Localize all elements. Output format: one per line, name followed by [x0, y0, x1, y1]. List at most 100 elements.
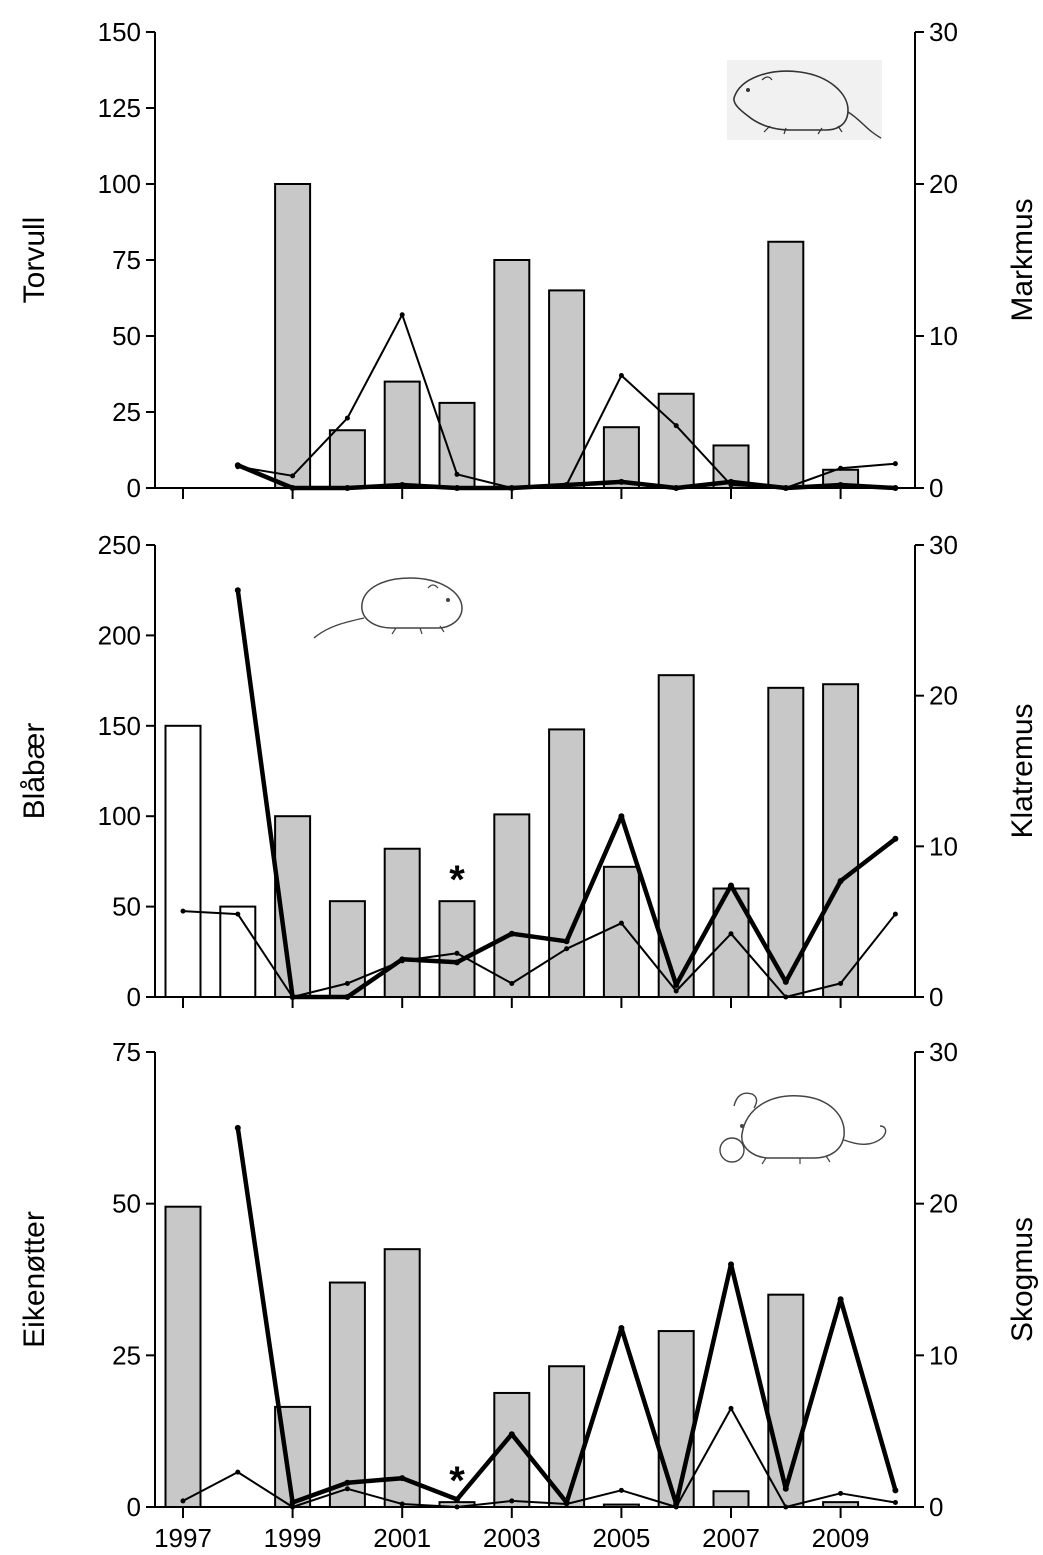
thick-point-2001: [399, 1475, 406, 1482]
thick-point-1998: [234, 587, 241, 594]
thin-point-2001: [399, 312, 405, 318]
bar-1997: [164, 1205, 202, 1508]
bar-2000: [328, 429, 366, 489]
x-tick-label: 2005: [592, 1523, 650, 1553]
significance-asterisk: *: [449, 1459, 465, 1503]
bar-2004: [548, 1365, 586, 1508]
bar-2005: [602, 426, 640, 490]
left-tick-label: 250: [98, 530, 141, 560]
thin-point-2004: [564, 946, 570, 952]
thin-point-2000: [344, 980, 350, 986]
x-tick-label: 2001: [373, 1523, 431, 1553]
left-axis-title: Blåbær: [18, 723, 51, 820]
bar-2006: [657, 1330, 695, 1508]
left-tick-label: 25: [112, 1340, 141, 1370]
left-tick-label: 50: [112, 892, 141, 922]
right-tick-label: 10: [929, 831, 958, 861]
left-tick-label: 0: [127, 473, 141, 503]
thick-point-2004: [563, 481, 570, 488]
thin-point-2005: [618, 920, 624, 926]
bar-2006: [657, 392, 695, 490]
thick-point-2010: [892, 1487, 899, 1494]
thick-point-2003: [508, 930, 515, 937]
right-tick-label: 0: [929, 473, 943, 503]
left-tick-label: 75: [112, 245, 141, 275]
bar-2001: [383, 380, 421, 490]
thin-point-1999: [290, 473, 296, 479]
bar-2001: [383, 1248, 421, 1508]
thin-point-2003: [509, 1498, 515, 1504]
bar-1997: [164, 724, 202, 998]
thick-point-1998: [234, 1124, 241, 1131]
bar-1998: [219, 905, 257, 998]
thick-point-2005: [618, 1325, 625, 1332]
thin-point-2009: [838, 465, 844, 471]
left-tick-label: 200: [98, 620, 141, 650]
series-line-thin: [182, 1407, 896, 1508]
bank-vole-illustration: [313, 577, 463, 639]
left-tick-label: 0: [127, 1492, 141, 1522]
thin-point-2010: [892, 911, 898, 917]
x-tick-label: 1999: [264, 1523, 322, 1553]
bar-2008: [767, 686, 805, 998]
left-tick-label: 75: [112, 1037, 141, 1067]
thin-point-2010: [892, 1499, 898, 1505]
thick-point-2001: [399, 956, 406, 963]
left-tick-label: 125: [98, 93, 141, 123]
thick-point-2004: [563, 1499, 570, 1506]
thick-point-2006: [673, 1500, 680, 1507]
thick-point-2005: [618, 478, 625, 485]
thin-point-2002: [454, 950, 460, 956]
thin-point-1998: [235, 1469, 241, 1475]
thin-point-2005: [618, 1487, 624, 1493]
right-tick-label: 20: [929, 1189, 958, 1219]
bar-2003: [493, 259, 531, 489]
left-tick-label: 25: [112, 397, 141, 427]
x-tick-label: 2003: [483, 1523, 541, 1553]
thick-point-2009: [837, 481, 844, 488]
left-axis-title: Torvull: [18, 217, 51, 304]
thin-point-2007: [728, 931, 734, 937]
bar-2003: [493, 813, 531, 999]
thin-point-2005: [618, 373, 624, 379]
thin-point-2003: [509, 980, 515, 986]
bar-2008: [767, 1293, 805, 1508]
thin-point-1997: [180, 1498, 186, 1504]
right-tick-label: 30: [929, 17, 958, 47]
field-vole-illustration: [727, 60, 882, 140]
thin-point-2009: [838, 1490, 844, 1496]
thin-point-2000: [344, 415, 350, 421]
thick-point-2007: [728, 1261, 734, 1268]
right-tick-label: 10: [929, 321, 958, 351]
right-tick-label: 20: [929, 681, 958, 711]
bar-2009: [822, 683, 860, 998]
wood-mouse-illustration: [719, 1092, 887, 1165]
thick-point-2007: [728, 882, 734, 889]
thick-point-2009: [837, 1296, 844, 1303]
thin-point-2009: [838, 980, 844, 986]
thick-point-2006: [673, 981, 680, 988]
x-tick-label: 2009: [812, 1523, 870, 1553]
thin-point-2000: [344, 1486, 350, 1492]
thick-point-2000: [344, 1479, 351, 1486]
panel-eikenotter-skogmus: 0 25 50 75 0 10 20 30 1997 1999 2001 2003 2005 2007 20…: [18, 1037, 1039, 1553]
thick-point-2005: [618, 813, 625, 820]
bar-1999: [274, 183, 312, 489]
thin-point-2001: [399, 1501, 405, 1507]
thin-point-2002: [454, 471, 460, 477]
thick-point-2001: [399, 481, 406, 488]
left-tick-label: 100: [98, 801, 141, 831]
left-axis-title: Eikenøtter: [18, 1211, 51, 1348]
thin-point-2007: [728, 1405, 734, 1411]
right-tick-label: 20: [929, 169, 958, 199]
panel-torvull-markmus: 0 25 50 75 100 125 150 0 10 20 30 Torvull Markmus: [18, 17, 1039, 503]
thick-point-2008: [782, 978, 789, 985]
thin-point-1997: [180, 908, 186, 914]
bar-2002: [438, 900, 476, 999]
right-tick-label: 0: [929, 982, 943, 1012]
thick-point-1999: [289, 1499, 296, 1506]
bar-2001: [383, 847, 421, 999]
right-axis-title: Klatremus: [1006, 703, 1039, 838]
thick-point-2004: [563, 938, 570, 945]
thin-point-2006: [673, 988, 679, 994]
